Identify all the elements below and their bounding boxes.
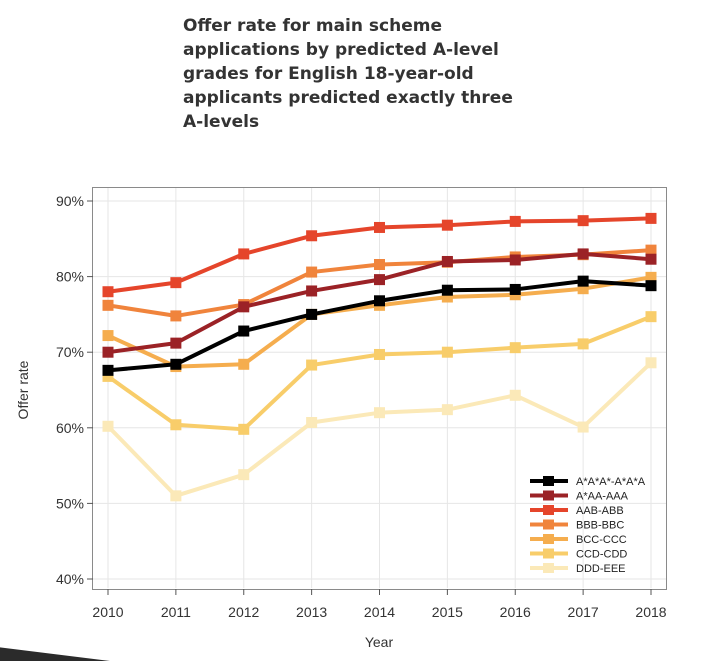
data-point (306, 230, 318, 242)
data-point (170, 310, 182, 322)
legend-swatch-marker (543, 563, 554, 573)
data-point (577, 215, 589, 227)
legend-swatch-marker (543, 490, 554, 501)
legend-label: DDD-EEE (576, 563, 626, 575)
y-tick-label: 80% (56, 269, 84, 285)
legend-swatch-marker (543, 548, 554, 559)
data-point (441, 291, 453, 303)
data-point (306, 417, 318, 429)
data-point (509, 283, 521, 295)
legend-swatch-marker (543, 534, 554, 544)
legend-swatch-marker (543, 505, 554, 515)
x-tick-label: 2011 (161, 604, 191, 620)
y-tick-label: 50% (56, 495, 84, 511)
page-title: Offer rate for main scheme applications … (183, 16, 513, 132)
data-point (577, 248, 589, 260)
legend-label: BCC-CCC (576, 534, 627, 546)
data-point (645, 271, 657, 283)
data-point (238, 248, 250, 260)
x-tick-label: 2014 (364, 604, 395, 620)
data-point (441, 404, 453, 416)
series-1 (102, 248, 657, 358)
data-point (306, 285, 318, 297)
data-point (170, 277, 182, 289)
x-tick-label: 2013 (296, 604, 327, 620)
data-point (645, 280, 657, 292)
data-point (238, 469, 250, 481)
data-point (102, 370, 114, 382)
data-point (170, 490, 182, 502)
x-tick-label: 2018 (635, 604, 666, 620)
data-point (238, 325, 250, 337)
legend-label: A*A*A*-A*A*A (576, 476, 646, 488)
data-point (645, 212, 657, 224)
data-point (577, 283, 589, 295)
data-point (102, 299, 114, 311)
data-point (102, 346, 114, 358)
data-point (645, 253, 657, 265)
data-point (170, 358, 182, 370)
data-point (374, 259, 385, 271)
data-point (509, 389, 521, 401)
x-tick-label: 2016 (500, 604, 531, 620)
data-point (170, 337, 182, 349)
x-tick-label: 2010 (92, 604, 123, 620)
x-axis-title: Year (365, 634, 394, 650)
data-point (238, 301, 250, 313)
legend-label: A*AA-AAA (576, 491, 629, 503)
data-point (577, 338, 589, 350)
data-point (102, 330, 114, 342)
data-point (102, 364, 114, 376)
series-2 (102, 212, 657, 298)
x-tick-label: 2015 (432, 604, 463, 620)
data-point (577, 421, 589, 433)
data-point (509, 254, 521, 266)
data-point (441, 284, 453, 296)
data-point (238, 423, 250, 435)
legend-label: CCD-CDD (576, 549, 627, 561)
x-tick-label: 2017 (568, 604, 599, 620)
data-point (441, 219, 453, 231)
data-point (374, 274, 385, 286)
y-tick-label: 90% (56, 193, 84, 209)
series-0 (102, 275, 657, 376)
y-tick-label: 70% (56, 344, 84, 360)
data-point (441, 346, 453, 358)
y-tick-label: 60% (56, 420, 84, 436)
data-point (645, 357, 657, 369)
data-point (306, 266, 318, 278)
data-point (441, 255, 453, 267)
data-point (645, 244, 657, 256)
legend-label: BBB-BBC (576, 520, 624, 532)
data-point (509, 215, 521, 227)
legend-label: AAB-ABB (576, 505, 624, 517)
y-tick-label: 40% (56, 571, 84, 587)
data-point (238, 358, 250, 370)
data-point (102, 420, 114, 432)
series-5 (102, 311, 657, 435)
data-point (102, 286, 114, 298)
data-point (306, 359, 318, 371)
data-point (374, 348, 385, 360)
data-point (306, 308, 318, 320)
data-point (374, 407, 385, 419)
data-point (645, 311, 657, 323)
data-point (170, 419, 182, 431)
series-6 (102, 357, 657, 502)
legend-swatch-marker (543, 476, 554, 486)
y-axis-title: Offer rate (15, 360, 31, 419)
data-point (374, 295, 385, 307)
legend-swatch-marker (543, 519, 554, 530)
x-tick-label: 2012 (228, 604, 259, 620)
data-point (577, 275, 589, 287)
data-point (374, 221, 385, 233)
data-point (509, 342, 521, 354)
